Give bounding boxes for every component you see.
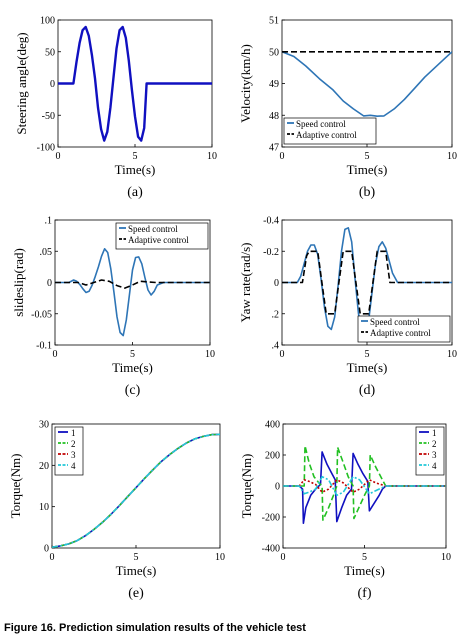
y-tick-label: 47 <box>269 143 279 154</box>
x-axis-label: Time(s) <box>347 162 388 177</box>
x-tick-label: 10 <box>447 151 457 162</box>
y-tick-label: .1 <box>45 216 53 227</box>
x-tick-label: 10 <box>441 552 451 563</box>
y-tick-label: 0 <box>274 278 279 289</box>
legend-box <box>283 117 377 145</box>
y-axis-label: Torque(Nm) <box>239 454 254 519</box>
y-axis-label: slideslip(rad) <box>11 248 26 317</box>
series-line <box>283 478 446 494</box>
legend-label: 4 <box>71 461 76 471</box>
y-axis-label: Steering angle(deg) <box>14 32 29 134</box>
series-line <box>52 433 220 548</box>
legend-box <box>415 426 445 476</box>
y-tick-label: 50 <box>269 47 279 58</box>
y-tick-label: -200 <box>262 513 280 524</box>
y-tick-label: 400 <box>265 420 280 431</box>
x-tick-label: 0 <box>280 151 285 162</box>
panel-label: (a) <box>127 185 143 200</box>
y-tick-label: 0 <box>50 79 55 90</box>
y-tick-label: -100 <box>37 143 55 154</box>
y-tick-label: -0.2 <box>263 247 279 258</box>
series-line <box>282 250 452 315</box>
y-tick-label: -50 <box>42 111 55 122</box>
series-line <box>282 51 452 117</box>
figure-caption: Figure 16. Prediction simulation results… <box>4 622 306 634</box>
x-axis-label: Time(s) <box>116 563 157 578</box>
legend-label: 2 <box>71 439 76 449</box>
y-tick-label: 200 <box>265 451 280 462</box>
series-line <box>282 227 452 331</box>
y-tick-label: .05 <box>40 247 53 258</box>
y-tick-label: 49 <box>269 79 279 90</box>
legend-label: Adaptive control <box>370 328 431 338</box>
x-tick-label: 5 <box>134 552 139 563</box>
y-tick-label: 0 <box>47 278 52 289</box>
x-tick-label: 10 <box>447 349 457 360</box>
y-tick-label: 0 <box>44 544 49 555</box>
legend-label: 1 <box>432 428 437 438</box>
y-tick-label: .4 <box>272 341 280 352</box>
x-tick-label: 0 <box>56 151 61 162</box>
x-tick-label: 0 <box>280 349 285 360</box>
x-tick-label: 5 <box>365 151 370 162</box>
x-tick-label: 10 <box>215 552 225 563</box>
y-axis-label: Velocity(km/h) <box>238 44 253 123</box>
panel-label: (b) <box>359 185 376 200</box>
y-tick-label: 48 <box>269 111 279 122</box>
y-tick-label: 50 <box>45 47 55 58</box>
legend-label: 4 <box>432 461 437 471</box>
x-tick-label: 5 <box>362 552 367 563</box>
y-tick-label: -0.05 <box>31 309 52 320</box>
y-tick-label: 100 <box>40 16 55 27</box>
y-tick-label: 30 <box>39 420 49 431</box>
x-tick-label: 5 <box>130 349 135 360</box>
legend-box <box>357 315 451 343</box>
x-axis-label: Time(s) <box>344 563 385 578</box>
x-axis-label: Time(s) <box>347 360 388 375</box>
y-tick-label: 10 <box>39 502 49 513</box>
legend-label: 3 <box>432 450 437 460</box>
x-tick-label: 0 <box>281 552 286 563</box>
panel-label: (f) <box>358 586 372 601</box>
x-tick-label: 5 <box>133 151 138 162</box>
legend-label: Speed control <box>128 224 178 234</box>
series-line <box>55 279 210 289</box>
panel-label: (e) <box>128 586 144 601</box>
x-tick-label: 0 <box>50 552 55 563</box>
y-tick-label: 20 <box>39 461 49 472</box>
series-line <box>283 475 446 497</box>
legend-box <box>115 222 209 250</box>
x-tick-label: 10 <box>205 349 215 360</box>
panel-label: (c) <box>125 383 141 398</box>
y-tick-label: .2 <box>272 309 280 320</box>
panel-label: (d) <box>359 383 376 398</box>
x-tick-label: 0 <box>53 349 58 360</box>
x-tick-label: 10 <box>207 151 217 162</box>
legend-label: 3 <box>71 450 76 460</box>
legend-label: Speed control <box>296 119 346 129</box>
legend-label: Adaptive control <box>128 235 189 245</box>
y-axis-label: Torque(Nm) <box>8 454 23 519</box>
y-tick-label: -400 <box>262 544 280 555</box>
legend-label: Speed control <box>370 317 420 327</box>
y-tick-label: -0.4 <box>263 216 279 227</box>
legend-label: 1 <box>71 428 76 438</box>
y-tick-label: 0 <box>275 482 280 493</box>
series-line <box>283 451 446 525</box>
x-tick-label: 5 <box>365 349 370 360</box>
legend-box <box>54 426 84 476</box>
y-tick-label: -0.1 <box>36 341 52 352</box>
series-line <box>55 248 210 337</box>
legend-label: 2 <box>432 439 437 449</box>
y-tick-label: 51 <box>269 16 279 27</box>
y-axis-label: Yaw rate(rad/s) <box>238 243 253 323</box>
legend-label: Adaptive control <box>296 130 357 140</box>
x-axis-label: Time(s) <box>115 162 156 177</box>
x-axis-label: Time(s) <box>112 360 153 375</box>
series-line <box>58 25 212 142</box>
